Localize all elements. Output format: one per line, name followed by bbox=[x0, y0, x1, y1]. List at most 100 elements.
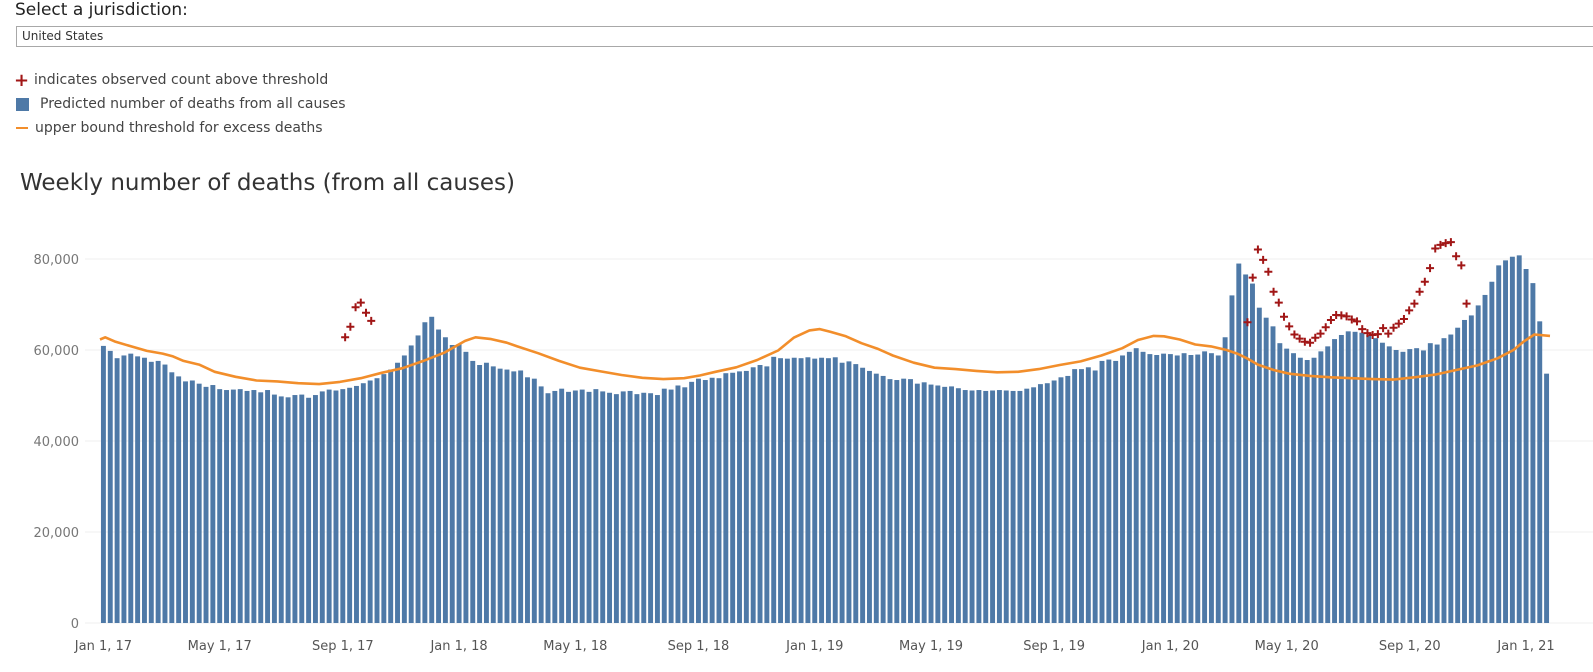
bar bbox=[1503, 260, 1509, 623]
y-tick-label: 0 bbox=[71, 617, 79, 632]
bar bbox=[449, 344, 455, 623]
bar bbox=[1304, 360, 1310, 623]
bar bbox=[1352, 331, 1358, 623]
bar bbox=[470, 360, 476, 623]
bar bbox=[306, 397, 312, 623]
x-tick-label: Jan 1, 21 bbox=[1496, 639, 1554, 654]
bar bbox=[620, 391, 626, 623]
bar bbox=[1181, 353, 1187, 623]
bar bbox=[743, 370, 749, 623]
legend: + indicates observed count above thresho… bbox=[14, 68, 346, 140]
bar bbox=[477, 365, 483, 623]
bar bbox=[196, 383, 202, 623]
legend-item-predicted: Predicted number of deaths from all caus… bbox=[14, 92, 346, 116]
bar bbox=[1475, 305, 1481, 623]
bar bbox=[442, 337, 448, 623]
bar bbox=[1270, 326, 1276, 623]
bar bbox=[1065, 375, 1071, 623]
observed-marker bbox=[1264, 267, 1273, 276]
x-tick-label: May 1, 19 bbox=[899, 639, 963, 654]
bar bbox=[1188, 355, 1194, 623]
bar bbox=[1037, 384, 1043, 623]
x-tick-label: Jan 1, 18 bbox=[429, 639, 487, 654]
bar bbox=[566, 391, 571, 623]
bar bbox=[141, 357, 147, 623]
observed-marker bbox=[1394, 319, 1403, 328]
bar bbox=[463, 351, 469, 623]
observed-marker bbox=[1363, 329, 1372, 338]
bar bbox=[866, 370, 872, 623]
bar bbox=[921, 382, 927, 623]
bar bbox=[155, 360, 161, 623]
bar bbox=[730, 372, 736, 623]
bar bbox=[525, 377, 530, 623]
bar bbox=[1318, 351, 1324, 623]
bar bbox=[162, 364, 168, 623]
y-tick-label: 80,000 bbox=[34, 253, 80, 268]
bar bbox=[1393, 350, 1399, 623]
observed-marker bbox=[1285, 322, 1294, 331]
observed-marker bbox=[341, 333, 350, 342]
bar bbox=[962, 390, 968, 623]
observed-marker bbox=[1420, 277, 1429, 286]
bar bbox=[511, 371, 517, 623]
x-tick-label: Sep 1, 20 bbox=[1379, 639, 1441, 654]
x-tick-label: Jan 1, 19 bbox=[785, 639, 843, 654]
bar bbox=[894, 380, 900, 623]
bar bbox=[504, 369, 510, 623]
x-tick-label: Sep 1, 17 bbox=[312, 639, 374, 654]
bar bbox=[422, 322, 428, 623]
bar bbox=[1236, 263, 1242, 623]
bar bbox=[189, 380, 195, 623]
bar bbox=[613, 394, 619, 623]
bar bbox=[757, 365, 763, 623]
bar bbox=[654, 395, 660, 623]
bar bbox=[285, 397, 291, 623]
bar bbox=[1332, 339, 1338, 623]
bar bbox=[1072, 369, 1078, 623]
bar bbox=[593, 389, 599, 623]
bar bbox=[1421, 350, 1426, 623]
jurisdiction-label: Select a jurisdiction: bbox=[15, 0, 188, 20]
observed-marker bbox=[1342, 312, 1351, 321]
observed-marker bbox=[1436, 240, 1445, 249]
plus-icon: + bbox=[14, 69, 30, 91]
bar bbox=[1243, 274, 1249, 623]
bar bbox=[914, 383, 920, 623]
bar bbox=[531, 378, 537, 623]
observed-marker bbox=[1373, 330, 1382, 339]
bar bbox=[805, 357, 811, 623]
bar bbox=[319, 391, 325, 623]
bar bbox=[846, 361, 852, 623]
bar bbox=[1031, 387, 1037, 623]
bar bbox=[483, 362, 489, 623]
legend-label: indicates observed count above threshold bbox=[34, 72, 329, 88]
bar bbox=[367, 380, 373, 623]
bar bbox=[668, 389, 674, 623]
bar bbox=[1092, 370, 1098, 623]
bar bbox=[148, 361, 154, 623]
bar bbox=[1544, 373, 1550, 623]
bar bbox=[340, 389, 346, 623]
line-icon bbox=[16, 127, 28, 129]
marker-series bbox=[341, 238, 1471, 347]
bar bbox=[996, 390, 1002, 623]
bar bbox=[771, 356, 777, 623]
bar bbox=[258, 392, 264, 623]
bar bbox=[538, 386, 544, 623]
observed-marker bbox=[1347, 315, 1356, 324]
bar bbox=[1414, 348, 1420, 623]
bar bbox=[1051, 380, 1057, 623]
jurisdiction-select[interactable]: United States bbox=[16, 26, 1593, 47]
observed-marker bbox=[1389, 323, 1398, 332]
observed-marker bbox=[367, 316, 376, 325]
bar bbox=[1229, 295, 1235, 623]
legend-label: Predicted number of deaths from all caus… bbox=[40, 96, 346, 112]
bar bbox=[1174, 355, 1180, 623]
x-axis: Jan 1, 17 May 1, 17 Sep 1, 17 Jan 1, 18 May … bbox=[74, 639, 1555, 654]
bar bbox=[395, 362, 400, 623]
observed-marker bbox=[1446, 238, 1455, 247]
bar bbox=[949, 386, 954, 623]
bar bbox=[1058, 377, 1064, 623]
